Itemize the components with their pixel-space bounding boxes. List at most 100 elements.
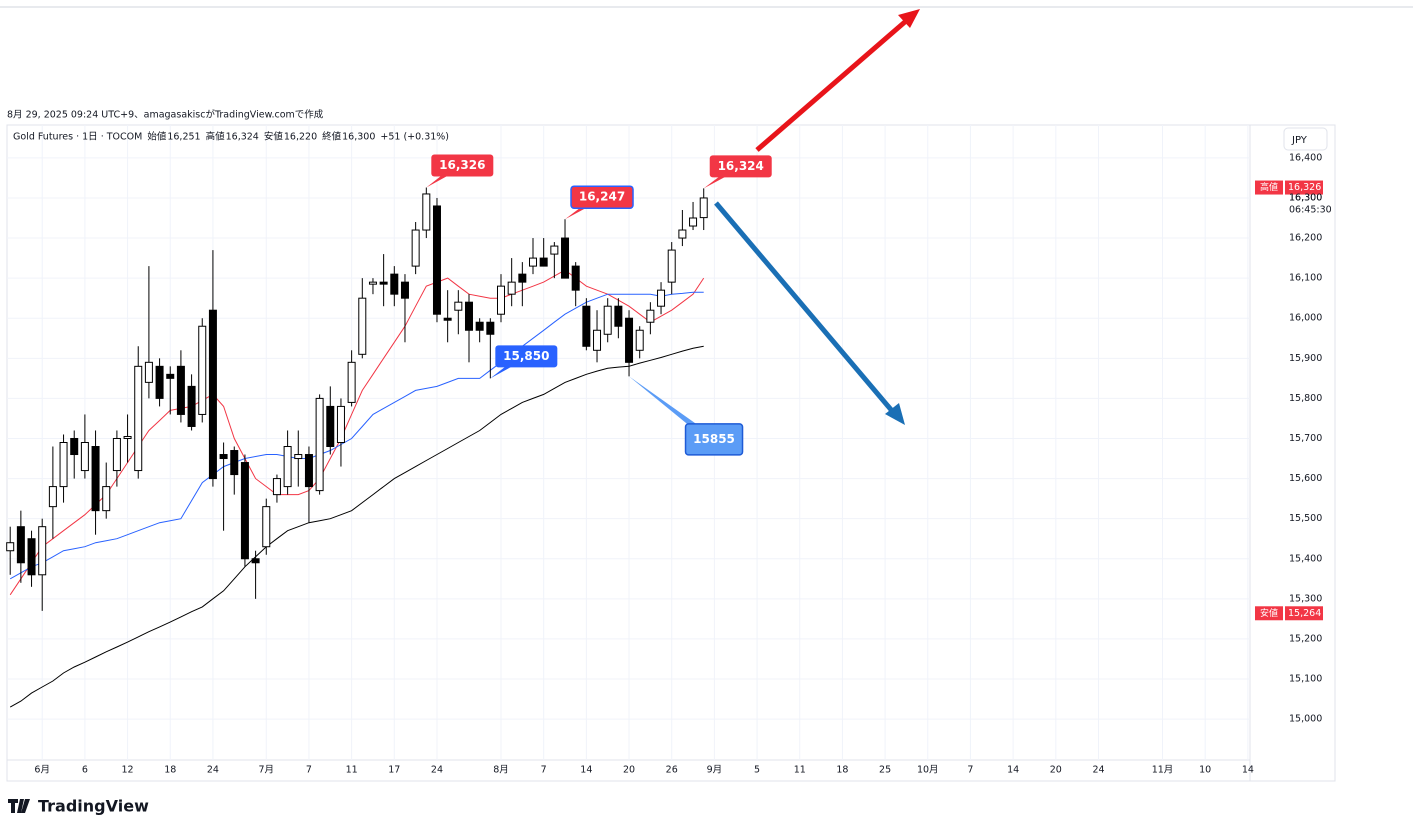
callout-box <box>684 423 744 456</box>
ohlc-label: 高値 <box>206 131 226 143</box>
candle-body <box>454 301 463 311</box>
up-arrow <box>755 19 908 152</box>
x-tick-label: 20 <box>1050 765 1062 776</box>
candle-body <box>571 265 580 291</box>
price-tag-box <box>1255 606 1283 621</box>
candle-body <box>358 297 367 355</box>
candle-body <box>219 454 228 460</box>
candle-body <box>689 217 698 227</box>
price-tag-box <box>1255 180 1283 195</box>
candle-body <box>166 373 175 379</box>
candle-body <box>176 365 185 415</box>
y-tick-label: 15,200 <box>1289 633 1322 644</box>
x-tick-label: 10 <box>1199 765 1211 776</box>
candle-body <box>102 486 111 512</box>
currency[interactable]: JPY <box>1291 135 1308 146</box>
ohlc-value: 16,220 <box>284 132 317 143</box>
y-tick-label: 16,000 <box>1289 313 1322 324</box>
y-tick-label: 15,900 <box>1289 353 1322 364</box>
candle-body <box>347 361 356 403</box>
down-arrowhead <box>885 403 905 425</box>
candle-body <box>550 245 559 255</box>
candle-body <box>262 506 271 548</box>
ohlc-value: 16,324 <box>226 132 259 143</box>
x-tick-label: 17 <box>388 765 400 776</box>
candle-body <box>294 454 303 460</box>
candle-body <box>614 305 623 327</box>
candle-body <box>507 281 516 295</box>
callout-box <box>709 155 772 178</box>
x-tick-label: 18 <box>164 765 176 776</box>
x-tick-label: 7 <box>541 765 547 776</box>
down-arrow <box>714 201 895 414</box>
y-tick-label: 15,300 <box>1289 593 1322 604</box>
symbol: Gold Futures · 1日 · TOCOM <box>13 132 142 143</box>
candle-body <box>561 237 570 279</box>
annotations: 16,326 16,247 16,324 15,850 15855 <box>426 154 772 456</box>
candle-body <box>336 405 345 443</box>
x-tick-label: 25 <box>879 765 891 776</box>
price-tag-name: 安値 <box>1260 607 1278 619</box>
callout-label: 15,850 <box>503 349 549 363</box>
x-tick-label: 14 <box>580 765 592 776</box>
callout-label: 16,324 <box>718 159 764 173</box>
candle-body <box>603 305 612 335</box>
candle-body <box>390 273 399 295</box>
candle-body <box>272 478 281 496</box>
candle-body <box>304 454 313 488</box>
x-tick-label: 10月 <box>917 765 939 776</box>
candle-body <box>496 285 505 315</box>
callout-label: 16,326 <box>439 158 485 172</box>
candle-body <box>80 442 89 472</box>
price-tag-value: 15,264 <box>1288 608 1321 619</box>
candle-body <box>240 462 249 560</box>
candle-body <box>144 361 153 383</box>
x-tick-label: 20 <box>623 765 635 776</box>
y-tick-label: 15,500 <box>1289 513 1322 524</box>
created-note: 8月 29, 2025 09:24 UTC+9、amagasakiscがTrad… <box>7 109 324 121</box>
x-tick-label: 11 <box>346 765 358 776</box>
candle-body <box>208 309 217 480</box>
grid <box>7 125 1250 760</box>
candle-body <box>38 526 47 576</box>
x-tick-label: 24 <box>431 765 443 776</box>
candle-body <box>411 229 420 267</box>
candle-body <box>134 365 143 472</box>
candle-body <box>529 257 538 267</box>
candle-body <box>379 281 388 285</box>
candle-body <box>251 558 260 564</box>
candle-body <box>539 257 548 267</box>
candle-body <box>91 446 100 512</box>
ohlc-value: 16,251 <box>167 132 200 143</box>
callout-box <box>570 185 634 209</box>
moving-average <box>9 269 705 596</box>
currency-button[interactable] <box>1283 127 1328 151</box>
candle-body <box>70 437 79 456</box>
y-tick-label: 16,100 <box>1289 273 1322 284</box>
candle-body <box>432 205 441 315</box>
ohlc-label: 安値 <box>264 131 284 143</box>
x-tick-label: 9月 <box>707 765 723 776</box>
x-tick-label: 8月 <box>493 765 509 776</box>
up-arrowhead <box>898 9 920 28</box>
candle-body <box>678 229 687 239</box>
x-tick-label: 14 <box>1007 765 1019 776</box>
candle-body <box>315 397 324 492</box>
x-tick-label: 12 <box>122 765 134 776</box>
callout-label: 15855 <box>693 432 735 446</box>
y-tick-label: 15,800 <box>1289 393 1322 404</box>
candle-body <box>657 289 666 307</box>
moving-averages <box>9 269 705 708</box>
y-tick-label: 16,200 <box>1289 233 1322 244</box>
price-tag-value-box <box>1285 606 1323 621</box>
candle-body <box>187 385 196 427</box>
candle-body <box>443 317 452 321</box>
x-tick-label: 11月 <box>1152 765 1174 776</box>
x-tick-label: 6 <box>82 765 88 776</box>
x-tick-label: 6月 <box>34 765 50 776</box>
candle-body <box>59 442 68 488</box>
moving-average <box>9 345 704 708</box>
x-tick-label: 7 <box>306 765 312 776</box>
